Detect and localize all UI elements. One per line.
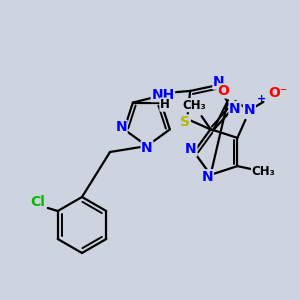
Text: O: O (218, 84, 230, 98)
Text: N: N (141, 141, 153, 155)
Text: N: N (185, 142, 197, 156)
Text: S: S (180, 115, 190, 129)
Text: Cl: Cl (30, 195, 45, 209)
Text: NH: NH (151, 88, 175, 102)
Text: CH₃: CH₃ (183, 99, 206, 112)
Text: N: N (213, 75, 225, 89)
Text: H: H (160, 98, 170, 111)
Text: N: N (202, 170, 213, 184)
Text: +: + (256, 94, 266, 104)
Text: N: N (116, 120, 127, 134)
Text: CH₃: CH₃ (251, 165, 275, 178)
Text: N: N (244, 103, 255, 117)
Text: O⁻: O⁻ (268, 86, 287, 100)
Text: N: N (229, 101, 241, 116)
